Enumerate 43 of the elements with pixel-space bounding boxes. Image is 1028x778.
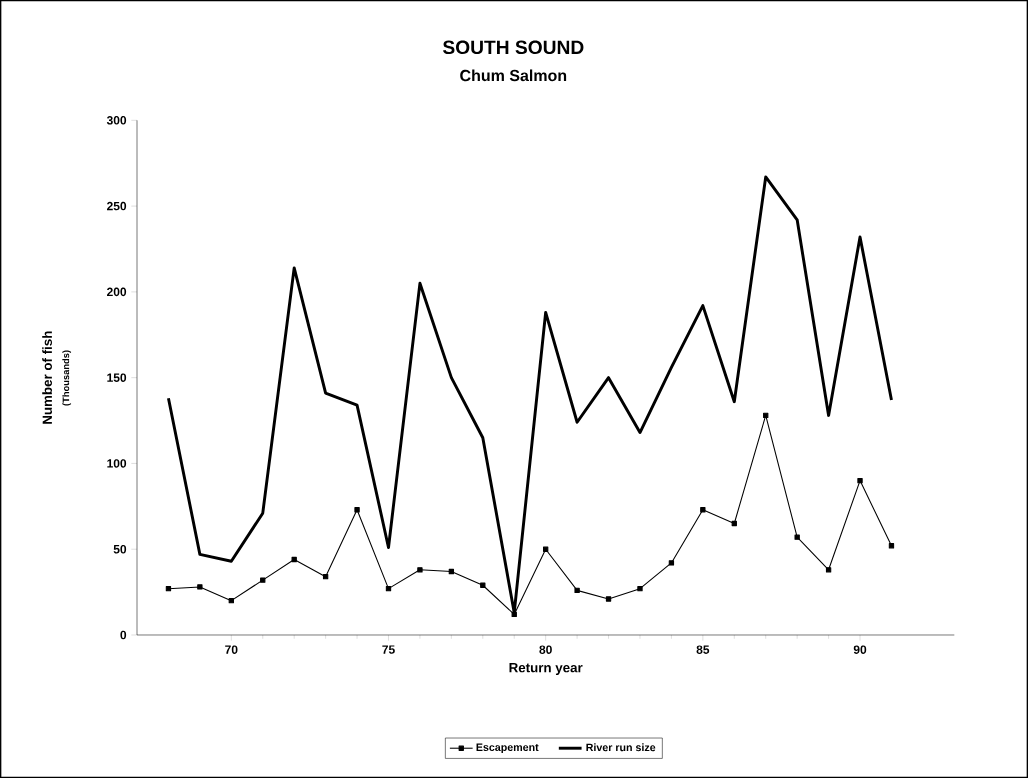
point xyxy=(668,560,675,566)
point xyxy=(260,577,266,583)
point xyxy=(825,567,832,573)
y-tick-label: 150 xyxy=(107,373,127,382)
chart-title: SOUTH SOUND xyxy=(442,40,584,55)
y-axis-title: Number of fish xyxy=(42,331,52,424)
point xyxy=(448,568,455,575)
point xyxy=(385,585,392,592)
y-tick-label: 250 xyxy=(107,201,127,211)
legend-label: Escapement xyxy=(476,743,539,754)
x-tick-label: 75 xyxy=(382,645,395,654)
x-tick-label: 80 xyxy=(539,645,552,654)
point xyxy=(417,567,423,573)
point xyxy=(763,412,769,419)
point xyxy=(700,507,706,513)
text: (Thousands) xyxy=(62,350,72,406)
x-tick-label: 90 xyxy=(853,645,867,654)
x-tick-label: 70 xyxy=(225,645,238,654)
point xyxy=(794,534,800,540)
y-tick-label: 200 xyxy=(107,287,127,297)
chart-subtitle: Chum Salmon xyxy=(460,69,567,82)
point xyxy=(511,611,517,618)
point xyxy=(165,585,172,592)
point xyxy=(480,582,486,588)
point xyxy=(637,585,643,592)
point xyxy=(291,556,297,563)
point xyxy=(605,596,612,602)
point xyxy=(857,477,863,484)
point xyxy=(228,598,234,604)
y-tick-label: 100 xyxy=(107,459,127,468)
legend-label: River run size xyxy=(586,743,656,752)
y-tick-label: 300 xyxy=(106,116,127,125)
x-axis-title: Return year xyxy=(509,663,583,675)
point xyxy=(197,584,203,590)
y-tick-label: 0 xyxy=(120,630,127,640)
point xyxy=(731,520,737,527)
point xyxy=(574,587,580,594)
point xyxy=(354,507,360,513)
x-tick-label: 85 xyxy=(696,645,710,654)
point xyxy=(322,573,329,580)
point xyxy=(888,543,895,549)
point xyxy=(542,546,549,552)
y-tick-label: 50 xyxy=(113,544,127,554)
